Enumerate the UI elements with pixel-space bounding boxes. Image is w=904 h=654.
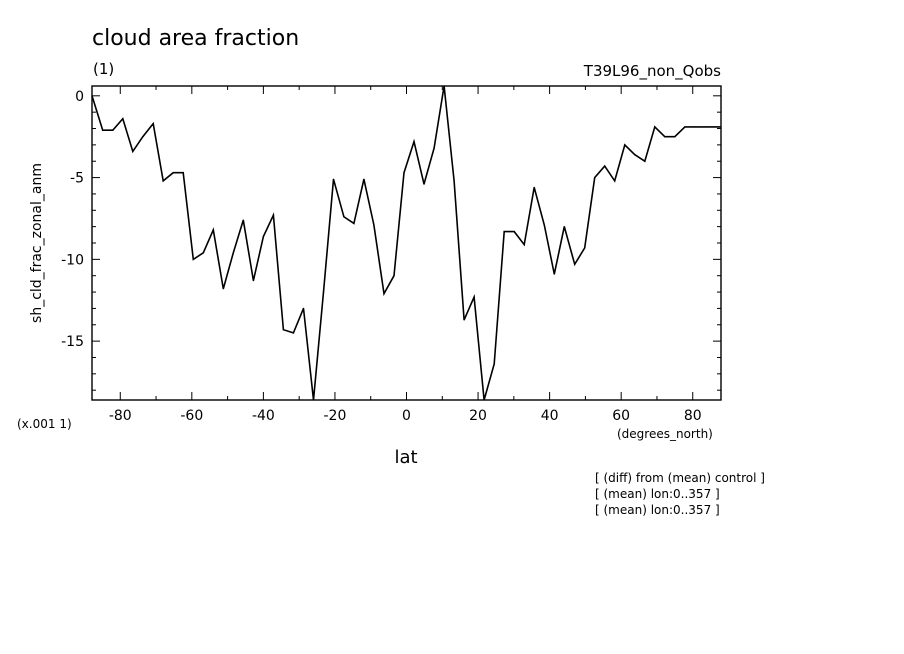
data-point — [91, 95, 93, 97]
data-point — [674, 136, 676, 138]
data-point — [403, 172, 405, 174]
data-point — [252, 280, 254, 282]
scale-note: (x.001 1) — [17, 417, 72, 431]
x-axis: -80 -60 -40 -20 0 20 40 60 80 — [109, 86, 702, 424]
data-point — [102, 129, 104, 131]
data-point — [614, 180, 616, 182]
data-point — [282, 329, 284, 331]
data-point — [373, 224, 375, 226]
data-point — [343, 216, 345, 218]
data-point — [312, 399, 315, 401]
x-axis-label: lat — [394, 447, 417, 468]
data-point — [720, 126, 722, 128]
data-point — [533, 186, 535, 188]
y-tick-label: -10 — [61, 252, 84, 268]
y-axis: 0 -5 -10 -15 — [61, 89, 721, 391]
data-point — [634, 154, 636, 156]
data-point — [383, 293, 385, 295]
data-point — [393, 275, 395, 277]
data-point — [574, 263, 576, 265]
data-point — [433, 147, 435, 149]
note-line-2: [ (mean) lon:0..357 ] — [595, 487, 720, 501]
data-point — [523, 244, 525, 246]
data-point — [142, 136, 144, 138]
data-point — [322, 291, 325, 293]
data-point — [493, 363, 495, 365]
x-tick-label: 0 — [402, 408, 411, 424]
data-point — [543, 224, 545, 226]
y-tick-label: -15 — [61, 334, 84, 350]
data-point — [232, 252, 234, 254]
data-point — [463, 319, 465, 321]
series-line — [91, 85, 721, 401]
data-point — [332, 178, 335, 180]
series-layer — [91, 85, 722, 401]
data-point — [654, 126, 656, 128]
data-point — [242, 219, 244, 221]
x-tick-label: 20 — [469, 408, 487, 424]
data-point — [182, 172, 184, 174]
y-axis-label: sh_cld_frac_zonal_anm — [29, 163, 45, 323]
data-point — [112, 129, 114, 131]
x-tick-label: 40 — [541, 408, 559, 424]
data-point — [604, 165, 606, 167]
data-point — [453, 180, 455, 182]
x-tick-label: -20 — [324, 408, 347, 424]
data-point — [212, 229, 214, 231]
x-tick-label: -40 — [252, 408, 275, 424]
data-point — [594, 177, 596, 179]
data-point — [704, 126, 706, 128]
x-tick-label: 60 — [612, 408, 630, 424]
data-point — [624, 144, 626, 146]
data-point — [192, 258, 194, 260]
data-point — [694, 126, 696, 128]
y-tick-label: -5 — [70, 171, 84, 187]
x-tick-label: -60 — [180, 408, 203, 424]
data-point — [443, 85, 445, 87]
chart-title: cloud area fraction — [92, 26, 299, 51]
data-point — [353, 222, 355, 224]
note-line-3: [ (mean) lon:0..357 ] — [595, 503, 720, 517]
data-point — [714, 126, 716, 128]
x-tick-label: -80 — [109, 408, 132, 424]
data-point — [423, 183, 425, 185]
data-point — [132, 150, 134, 152]
data-point — [162, 180, 164, 182]
data-point — [684, 126, 686, 128]
data-point — [122, 118, 124, 120]
data-point — [473, 296, 475, 298]
data-point — [553, 273, 555, 275]
data-point — [563, 226, 565, 228]
x-units-label: (degrees_north) — [617, 427, 713, 441]
data-point — [272, 214, 274, 216]
data-point — [202, 252, 204, 254]
data-point — [503, 231, 505, 233]
data-point — [292, 332, 294, 334]
data-point — [302, 307, 305, 309]
data-point — [513, 231, 515, 233]
data-point — [584, 247, 586, 249]
data-point — [172, 172, 174, 174]
data-point — [413, 141, 415, 143]
data-point — [644, 160, 646, 162]
data-point — [222, 288, 224, 290]
units-label: (1) — [93, 60, 114, 78]
plot-frame — [91, 85, 722, 401]
data-point — [664, 136, 666, 138]
data-point — [483, 399, 485, 401]
data-point — [363, 178, 365, 180]
data-point — [262, 235, 264, 238]
x-tick-label: 80 — [684, 408, 702, 424]
y-tick-label: 0 — [75, 89, 84, 105]
note-line-1: [ (diff) from (mean) control ] — [595, 471, 765, 485]
data-point — [152, 123, 154, 125]
run-label: T39L96_non_Qobs — [583, 62, 721, 81]
